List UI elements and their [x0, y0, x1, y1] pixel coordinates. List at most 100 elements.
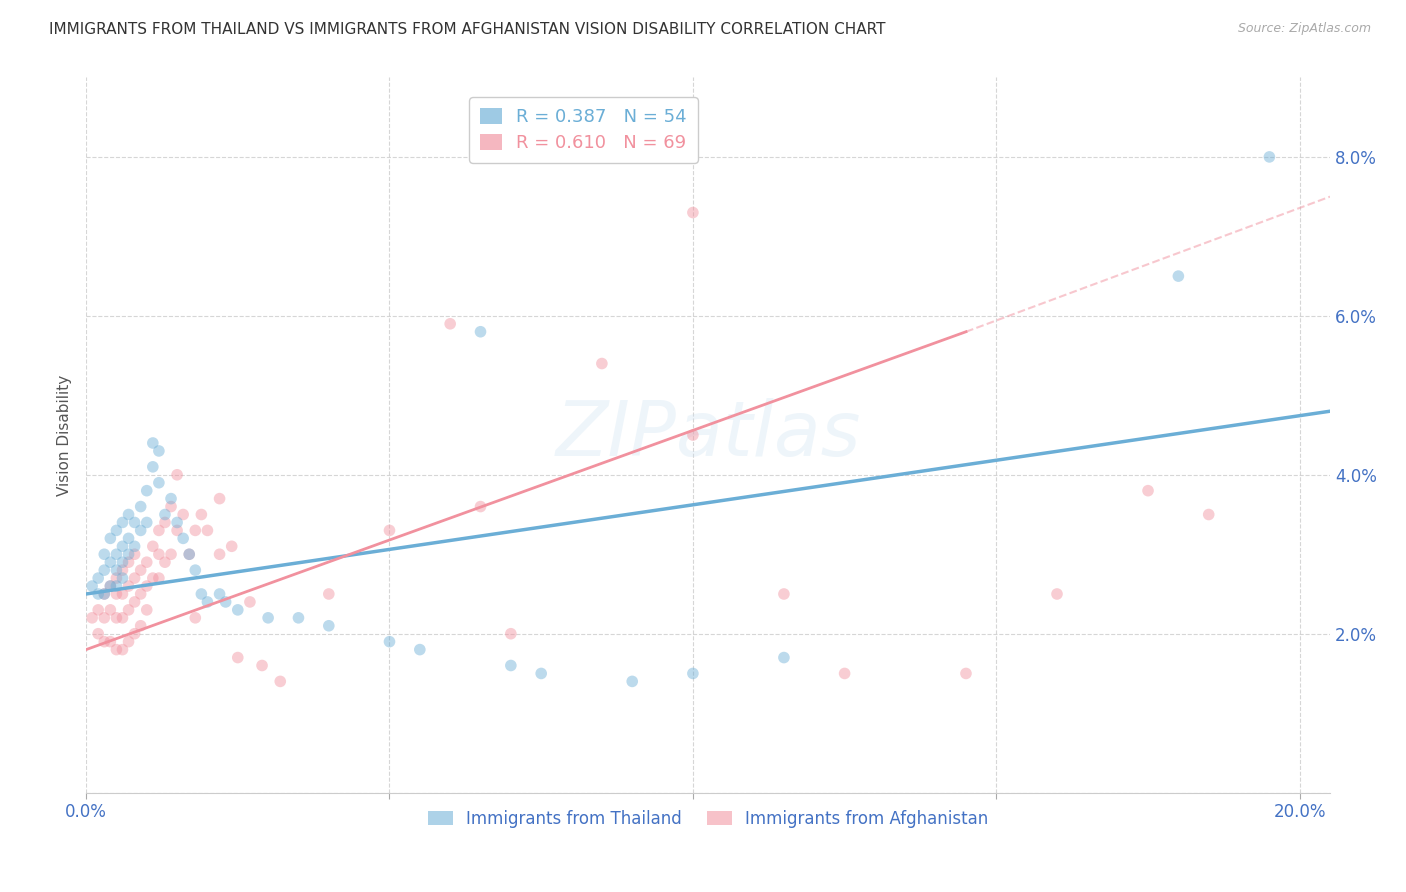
Point [111, 563, 134, 577]
Point [124, 516, 146, 530]
Point [214, 595, 236, 609]
Point [160, 491, 183, 506]
Point [208, 587, 231, 601]
Text: ZIPatlas: ZIPatlas [555, 398, 860, 472]
Point [470, 325, 492, 339]
Point [98, 579, 121, 593]
Point [105, 571, 128, 585]
Point [682, 428, 704, 442]
Point [87, 626, 110, 640]
Point [226, 603, 249, 617]
Point [98, 634, 121, 648]
Point [499, 658, 522, 673]
Point [239, 595, 262, 609]
Point [117, 555, 139, 569]
Y-axis label: Vision Disability: Vision Disability [58, 375, 72, 496]
Point [409, 642, 432, 657]
Point [87, 571, 110, 585]
Point [439, 317, 461, 331]
Point [93, 587, 115, 601]
Point [111, 516, 134, 530]
Point [87, 587, 110, 601]
Point [117, 508, 139, 522]
Point [105, 524, 128, 538]
Point [184, 524, 207, 538]
Point [93, 547, 115, 561]
Point [172, 532, 194, 546]
Point [190, 508, 212, 522]
Point [682, 205, 704, 219]
Point [124, 571, 146, 585]
Point [470, 500, 492, 514]
Text: IMMIGRANTS FROM THAILAND VS IMMIGRANTS FROM AFGHANISTAN VISION DISABILITY CORREL: IMMIGRANTS FROM THAILAND VS IMMIGRANTS F… [49, 22, 886, 37]
Point [250, 658, 273, 673]
Point [98, 603, 121, 617]
Point [124, 547, 146, 561]
Point [148, 571, 170, 585]
Point [93, 634, 115, 648]
Point [148, 524, 170, 538]
Point [179, 547, 201, 561]
Point [98, 555, 121, 569]
Point [93, 611, 115, 625]
Point [172, 508, 194, 522]
Point [166, 524, 188, 538]
Point [111, 539, 134, 553]
Point [190, 587, 212, 601]
Point [111, 555, 134, 569]
Point [378, 524, 401, 538]
Point [197, 595, 219, 609]
Point [153, 516, 176, 530]
Point [105, 587, 128, 601]
Point [153, 508, 176, 522]
Point [93, 587, 115, 601]
Point [117, 579, 139, 593]
Point [142, 539, 165, 553]
Point [93, 563, 115, 577]
Point [221, 539, 243, 553]
Point [179, 547, 201, 561]
Point [184, 563, 207, 577]
Point [621, 674, 644, 689]
Point [226, 650, 249, 665]
Point [117, 547, 139, 561]
Point [105, 579, 128, 593]
Point [135, 603, 157, 617]
Point [148, 444, 170, 458]
Text: Source: ZipAtlas.com: Source: ZipAtlas.com [1237, 22, 1371, 36]
Point [129, 587, 152, 601]
Point [82, 579, 104, 593]
Point [378, 634, 401, 648]
Point [773, 587, 796, 601]
Point [530, 666, 553, 681]
Point [208, 547, 231, 561]
Point [153, 555, 176, 569]
Point [117, 603, 139, 617]
Point [124, 595, 146, 609]
Point [955, 666, 977, 681]
Point [111, 571, 134, 585]
Point [129, 500, 152, 514]
Point [129, 563, 152, 577]
Point [142, 571, 165, 585]
Point [111, 642, 134, 657]
Point [773, 650, 796, 665]
Point [1258, 150, 1281, 164]
Point [82, 611, 104, 625]
Point [135, 516, 157, 530]
Point [287, 611, 309, 625]
Point [1137, 483, 1160, 498]
Point [166, 516, 188, 530]
Point [142, 459, 165, 474]
Point [129, 619, 152, 633]
Point [318, 619, 340, 633]
Point [160, 547, 183, 561]
Point [124, 539, 146, 553]
Point [105, 563, 128, 577]
Point [834, 666, 856, 681]
Point [318, 587, 340, 601]
Point [499, 626, 522, 640]
Point [148, 547, 170, 561]
Point [87, 603, 110, 617]
Point [269, 674, 291, 689]
